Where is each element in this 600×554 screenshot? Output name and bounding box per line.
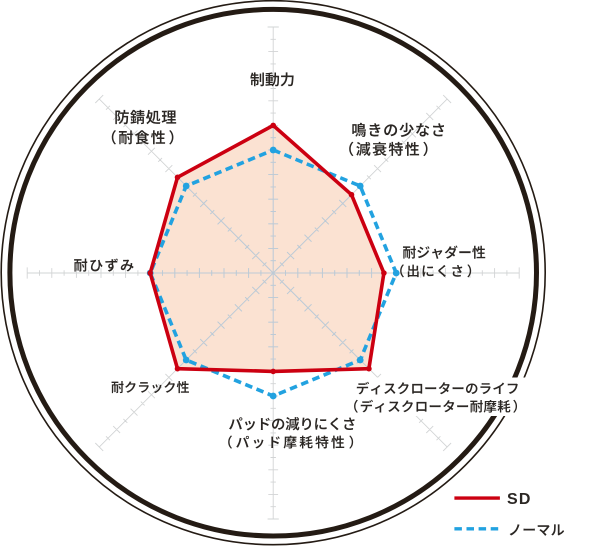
svg-text:SD: SD bbox=[507, 491, 532, 508]
